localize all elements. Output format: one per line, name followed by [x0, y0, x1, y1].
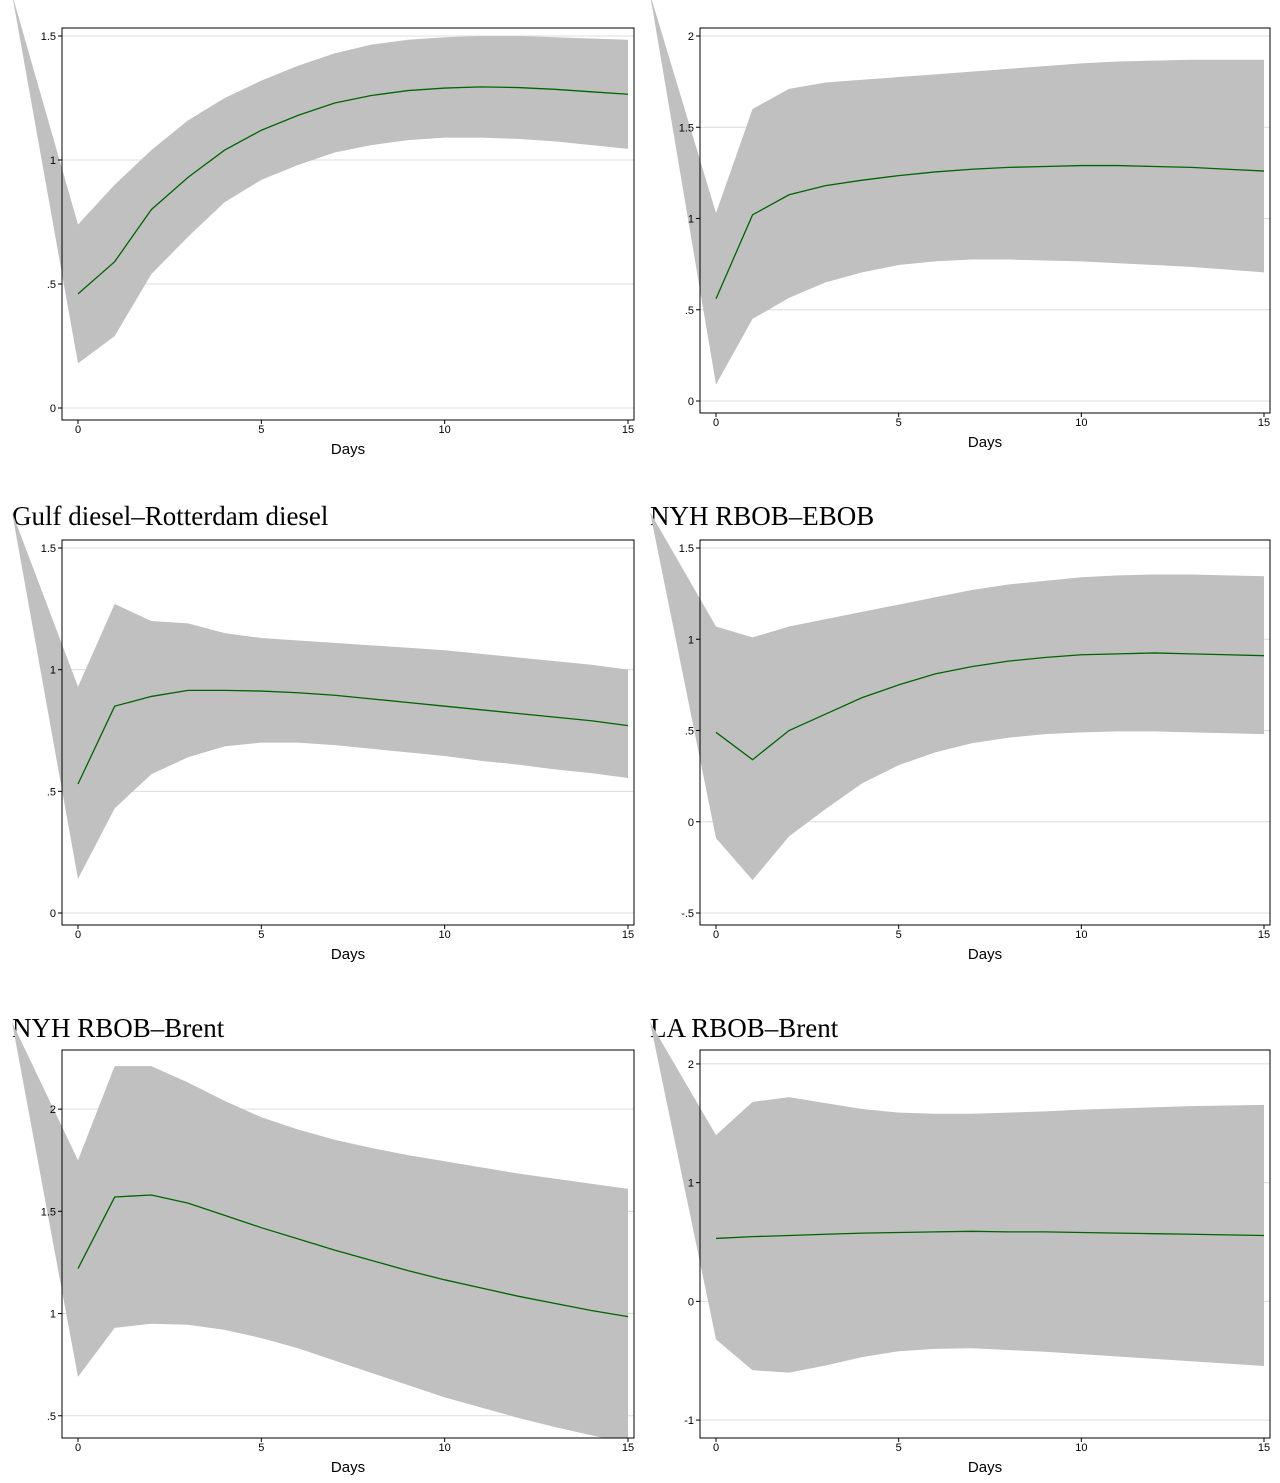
y-tick-label: 0	[688, 1296, 694, 1308]
y-tick-label: 0	[50, 403, 56, 415]
y-tick-label: 1.5	[41, 1206, 56, 1218]
confidence-band	[650, 512, 1264, 881]
impulse-response-line	[715, 1230, 1265, 1240]
y-tick-label: 1	[50, 155, 56, 167]
x-tick-label: 15	[1258, 1442, 1270, 1454]
chart-panel-la-rbob-brent: LA RBOB–Brent -1 0 1 2 0 5 10 15 Days	[650, 1013, 1271, 1476]
chart-panel-nyh-rbob-ebob: NYH RBOB–EBOB -.5 0 .5 1 1.5 0 5 10 15 Days	[650, 501, 1271, 963]
x-tick-label: 10	[439, 424, 451, 436]
plot-frame	[699, 27, 1271, 414]
x-tick-label: 0	[713, 417, 719, 429]
y-tick-label: 1	[688, 214, 694, 226]
x-tick-label: 5	[258, 1442, 264, 1454]
y-tick-label: 1	[50, 665, 56, 677]
impulse-response-line	[77, 1194, 629, 1318]
x-tick-label: 10	[439, 1442, 451, 1454]
x-tick-label: 10	[1075, 1442, 1087, 1454]
x-axis-title: Days	[331, 946, 365, 963]
x-tick-label: 5	[258, 929, 264, 941]
x-tick-label: 10	[1075, 417, 1087, 429]
confidence-band	[12, 1022, 628, 1438]
plot-frame	[61, 1049, 635, 1439]
x-tick-label: 15	[1258, 929, 1270, 941]
panel-title: NYH RBOB–EBOB	[650, 501, 874, 531]
x-tick-label: 15	[622, 1442, 634, 1454]
y-tick-label: 1.5	[41, 31, 56, 43]
x-tick-label: 5	[258, 424, 264, 436]
y-tick-label: 1	[50, 1309, 56, 1321]
y-tick-label: -1	[684, 1415, 694, 1427]
plot-frame	[61, 539, 635, 926]
y-tick-label: .5	[47, 279, 56, 291]
confidence-band	[13, 0, 628, 364]
x-tick-label: 10	[439, 929, 451, 941]
panel-title: LA RBOB–Brent	[650, 1013, 839, 1043]
y-tick-label: 1.5	[679, 543, 694, 555]
x-tick-label: 0	[713, 1442, 719, 1454]
x-axis-title: Days	[331, 1459, 365, 1476]
y-tick-label: 0	[50, 908, 56, 920]
x-axis-title: Days	[968, 434, 1002, 451]
x-axis-title: Days	[968, 1459, 1002, 1476]
y-tick-label: .5	[685, 726, 694, 738]
impulse-response-line	[715, 164, 1265, 300]
panel-title: NYH RBOB–Brent	[12, 1013, 225, 1043]
confidence-band	[650, 1022, 1264, 1373]
y-tick-label: .5	[47, 786, 56, 798]
plot-frame	[699, 1049, 1271, 1439]
y-tick-label: 1.5	[41, 543, 56, 555]
x-tick-label: 15	[1258, 417, 1270, 429]
panel-title: Gulf diesel–Rotterdam diesel	[12, 501, 328, 531]
impulse-response-line	[715, 652, 1265, 761]
plot-frame	[61, 27, 635, 421]
y-tick-label: 1	[688, 1178, 694, 1190]
x-tick-label: 0	[75, 424, 81, 436]
x-tick-label: 5	[896, 417, 902, 429]
gridlines	[62, 35, 634, 409]
impulse-response-line	[77, 689, 629, 785]
x-tick-label: 0	[75, 1442, 81, 1454]
chart-panel-gulf-diesel-rotterdam-diesel: Gulf diesel–Rotterdam diesel 0 .5 1 1.5 0 5 10 1…	[12, 501, 635, 963]
y-tick-label: 0	[688, 817, 694, 829]
x-axis-title: Days	[331, 441, 365, 458]
x-tick-label: 10	[1075, 929, 1087, 941]
chart-panel-1: 0 .5 1 1.5 0 5 10 15 Days	[13, 0, 635, 458]
x-tick-label: 5	[896, 1442, 902, 1454]
impulse-response-line	[77, 86, 629, 295]
y-tick-label: .5	[685, 305, 694, 317]
y-tick-label: 2	[50, 1104, 56, 1116]
y-tick-label: 0	[688, 396, 694, 408]
y-tick-label: 1.5	[679, 122, 694, 134]
x-tick-label: 15	[622, 424, 634, 436]
confidence-band	[12, 512, 628, 879]
y-tick-label: -.5	[681, 908, 694, 920]
y-tick-label: 2	[688, 1059, 694, 1071]
x-tick-label: 15	[622, 929, 634, 941]
y-tick-label: .5	[47, 1411, 56, 1423]
chart-panel-nyh-rbob-brent: NYH RBOB–Brent .5 1 1.5 2 0 5 10 15 Days	[12, 1013, 635, 1476]
confidence-band	[651, 0, 1264, 385]
x-axis-title: Days	[968, 946, 1002, 963]
x-tick-label: 5	[896, 929, 902, 941]
plot-frame	[699, 539, 1271, 926]
x-tick-label: 0	[75, 929, 81, 941]
chart-panel-2: 0 .5 1 1.5 2 0 5 10 15 Days	[651, 0, 1271, 451]
x-tick-label: 0	[713, 929, 719, 941]
y-tick-label: 1	[688, 634, 694, 646]
y-tick-label: 2	[688, 31, 694, 43]
